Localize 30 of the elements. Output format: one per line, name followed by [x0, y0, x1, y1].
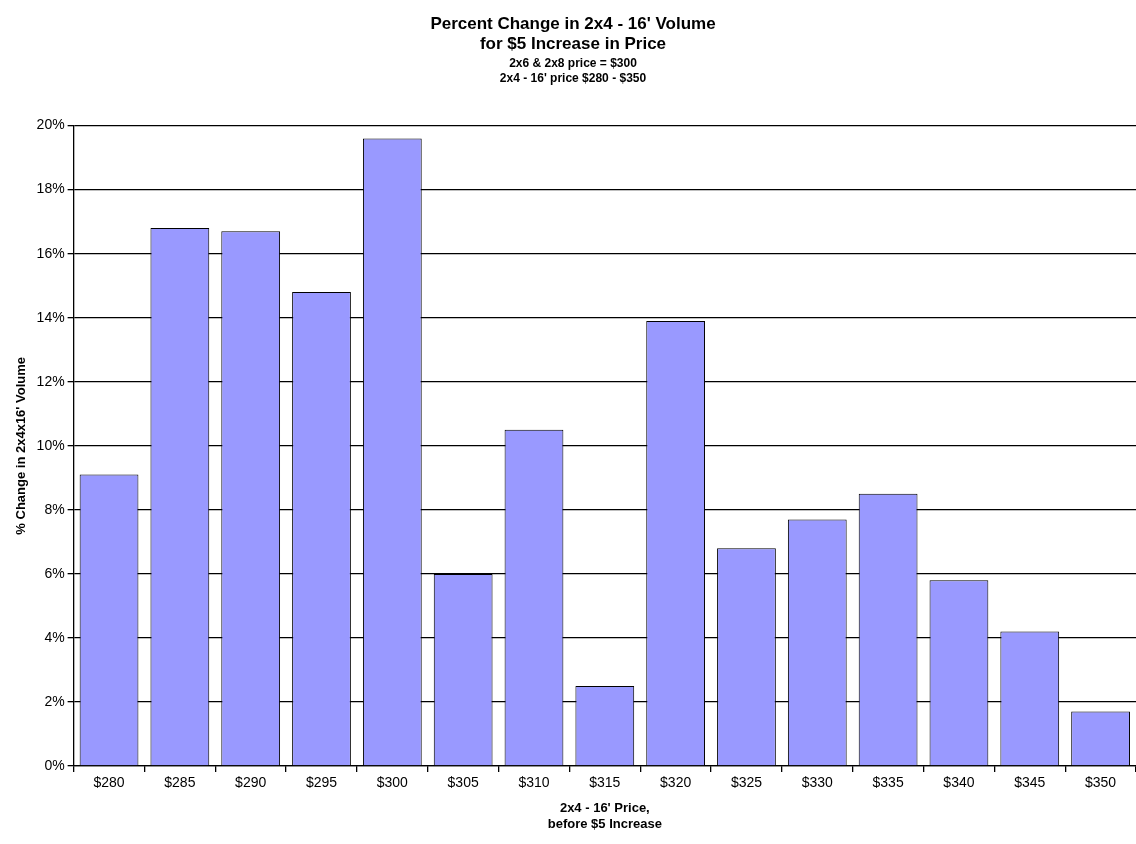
y-axis-title: % Change in 2x4x16' Volume: [13, 356, 29, 535]
x-tick-label: $330: [801, 774, 834, 791]
y-tick-label: 16%: [36, 244, 65, 261]
y-tick-label: 10%: [36, 436, 65, 453]
y-tick-label: 4%: [44, 628, 65, 645]
y-tick-label: 8%: [44, 500, 65, 517]
x-axis-title: 2x4 - 16' Price, before $5 Increase: [547, 800, 662, 831]
chart-subtitle: 2x6 & 2x8 price = $300 2x4 - 16' price $280 - $350: [499, 56, 647, 85]
x-tick-label: $280: [93, 774, 125, 791]
x-tick-label: $300: [376, 774, 409, 791]
x-tick-label: $315: [589, 774, 621, 791]
y-tick-label: 18%: [36, 180, 65, 197]
x-tick-label: $335: [872, 774, 904, 791]
y-tick-label: 0%: [44, 756, 65, 773]
y-tick-label: 6%: [44, 564, 65, 581]
y-tick-label: 12%: [36, 372, 65, 389]
x-tick-label: $345: [1014, 774, 1046, 791]
x-tick-label: $295: [305, 774, 338, 791]
x-tick-label: $310: [518, 774, 550, 791]
chart-title: Percent Change in 2x4 - 16' Volume for $5 Increase in Price: [430, 13, 716, 54]
x-tick-label: $340: [943, 774, 975, 791]
y-tick-label: 20%: [36, 116, 65, 133]
x-tick-label: $305: [447, 774, 479, 791]
x-tick-label: $285: [164, 774, 196, 791]
x-tick-label: $320: [660, 774, 692, 791]
y-tick-label: 2%: [44, 692, 65, 709]
x-tick-label: $290: [235, 774, 267, 791]
y-tick-label: 14%: [36, 308, 65, 325]
x-tick-label: $325: [730, 774, 763, 791]
x-tick-label: $350: [1085, 774, 1117, 791]
